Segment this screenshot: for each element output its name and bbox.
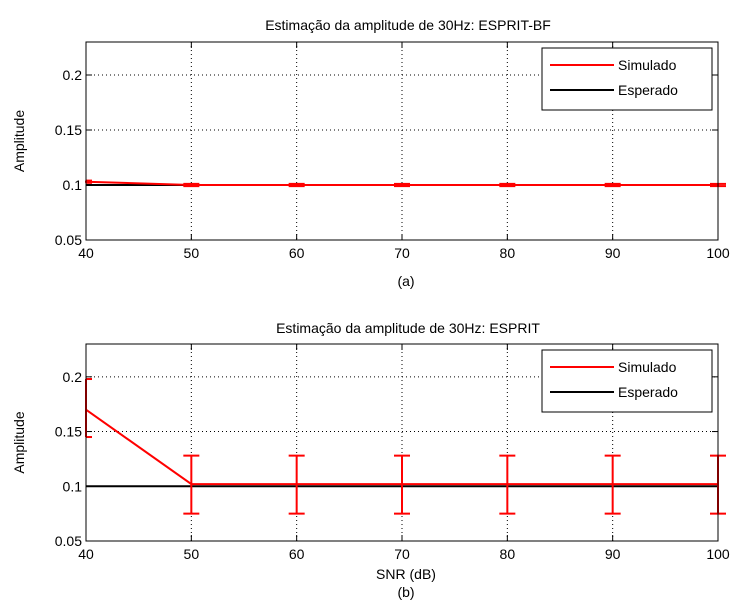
panel-sublabel: (a) — [397, 273, 414, 289]
legend-label-esperado: Esperado — [618, 82, 678, 98]
axes-frame — [85, 343, 719, 542]
y-axis-label: Amplitude — [11, 110, 27, 172]
chart-panel-b: 40 50 60 70 80 90 100 0.05 0.1 0.15 0.2 Estimação d… — [11, 320, 730, 600]
chart-panel-a: 40 50 60 70 80 90 100 0.05 0.1 0.15 0.2 Estimação d… — [11, 17, 730, 289]
x-tick-label: 50 — [184, 546, 200, 562]
x-tick-label: 60 — [289, 245, 305, 261]
y-tick-label: 0.1 — [63, 478, 83, 494]
y-tick-label: 0.2 — [63, 67, 83, 83]
x-axis-label: SNR (dB) — [376, 566, 436, 582]
y-tick-label: 0.1 — [63, 177, 83, 193]
y-tick-label: 0.15 — [55, 122, 82, 138]
chart-title: Estimação da amplitude de 30Hz: ESPRIT — [276, 320, 540, 336]
x-tick-label: 100 — [706, 245, 730, 261]
legend-label-simulado: Simulado — [618, 359, 677, 375]
x-tick-label: 90 — [605, 546, 621, 562]
panel-sublabel: (b) — [397, 584, 414, 600]
chart-title: Estimação da amplitude de 30Hz: ESPRIT-B… — [265, 17, 551, 33]
y-tick-label: 0.05 — [55, 232, 82, 248]
x-tick-label: 50 — [184, 245, 200, 261]
legend: Simulado Esperado — [541, 47, 713, 111]
x-tick-label: 40 — [78, 245, 94, 261]
x-tick-label: 100 — [706, 546, 730, 562]
legend-label-esperado: Esperado — [618, 384, 678, 400]
x-tick-label: 70 — [394, 245, 410, 261]
legend-box — [541, 349, 713, 413]
x-tick-label: 70 — [394, 546, 410, 562]
y-tick-label: 0.15 — [55, 424, 82, 440]
x-tick-label: 80 — [500, 546, 516, 562]
legend: Simulado Esperado — [541, 349, 713, 413]
legend-box — [541, 47, 713, 111]
x-tick-label: 40 — [78, 546, 94, 562]
y-tick-label: 0.05 — [55, 533, 82, 549]
x-tick-label: 60 — [289, 546, 305, 562]
x-tick-label: 90 — [605, 245, 621, 261]
x-tick-label: 80 — [500, 245, 516, 261]
y-axis-label: Amplitude — [11, 411, 27, 473]
legend-label-simulado: Simulado — [618, 57, 677, 73]
axes-frame — [85, 41, 719, 241]
y-tick-label: 0.2 — [63, 369, 83, 385]
